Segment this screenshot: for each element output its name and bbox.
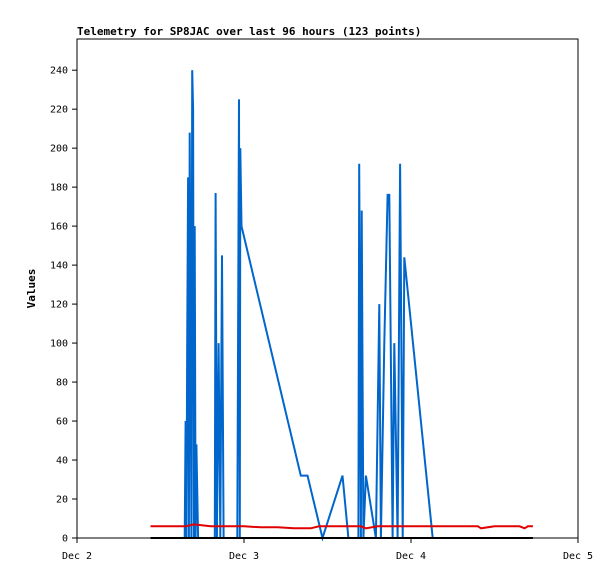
y-tick-label: 120 — [50, 300, 68, 311]
y-tick-label: 100 — [50, 339, 68, 350]
x-tick-label: Dec 2 — [62, 551, 92, 562]
y-tick-label: 60 — [56, 417, 68, 428]
series-layer — [150, 70, 533, 542]
x-tick-label: Dec 5 — [563, 551, 593, 562]
plot-area — [76, 38, 579, 539]
y-tick-label: 160 — [50, 222, 68, 233]
chart-title: Telemetry for SP8JAC over last 96 hours … — [77, 25, 421, 38]
x-tick-label: Dec 3 — [229, 551, 259, 562]
y-tick-label: 0 — [62, 534, 68, 545]
y-tick-label: 40 — [56, 456, 68, 467]
y-tick-label: 220 — [50, 105, 68, 116]
y-tick-label: 140 — [50, 261, 68, 272]
y-tick-label: 20 — [56, 495, 68, 506]
x-tick-label: Dec 4 — [396, 551, 426, 562]
y-tick-label: 200 — [50, 144, 68, 155]
series-line — [150, 523, 533, 530]
y-tick-label: 80 — [56, 378, 68, 389]
y-axis: 0 20 40 60 80 100 120 140 160 180 200 220 240 — [50, 66, 77, 545]
x-axis: Dec 2 Dec 3 Dec 4 Dec 5 — [62, 538, 593, 562]
y-tick-label: 180 — [50, 183, 68, 194]
y-axis-label: Values — [25, 269, 38, 309]
y-tick-label: 240 — [50, 66, 68, 77]
